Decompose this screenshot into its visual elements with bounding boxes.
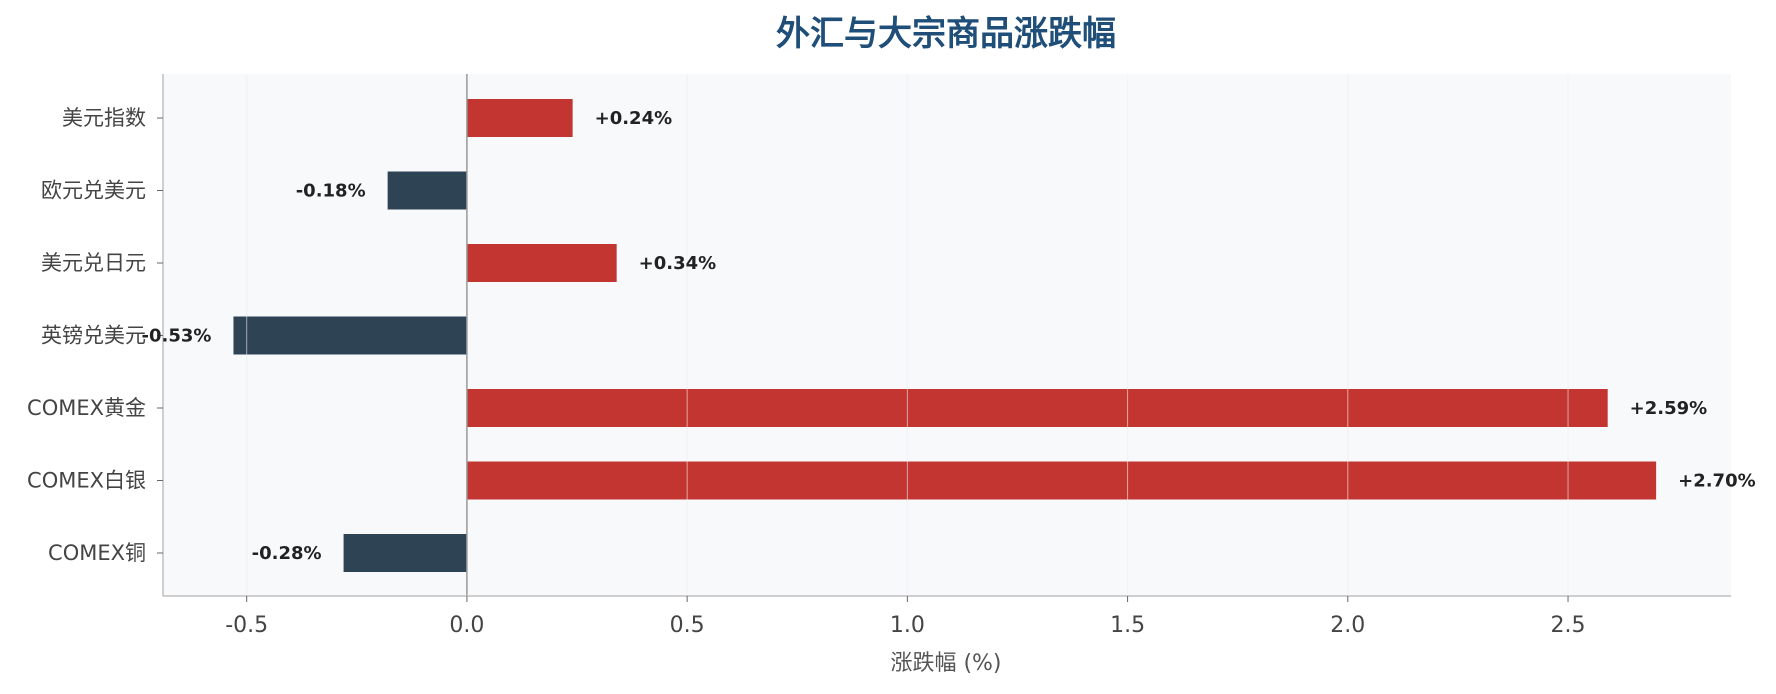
data-label: -0.53% <box>142 326 212 347</box>
y-tick-label: 美元兑日元 <box>41 251 146 275</box>
x-tick-label: 0.5 <box>670 613 705 638</box>
bar-7[interactable] <box>343 534 467 572</box>
y-tick-label: COMEX铜 <box>48 541 146 565</box>
data-label: +0.34% <box>639 253 717 274</box>
x-tick-label: 2.0 <box>1330 613 1365 638</box>
y-tick-label: 欧元兑美元 <box>41 179 146 203</box>
plot-area: -0.5 0.0 0.5 1.0 1.5 2.0 2.5 美元指数欧元兑美元美元兑日元英镑兑美… <box>27 74 1756 638</box>
data-label: +2.59% <box>1630 398 1708 419</box>
y-tick-label: COMEX黄金 <box>27 396 146 420</box>
data-label: +2.70% <box>1678 471 1756 492</box>
bar-2[interactable] <box>387 171 467 210</box>
x-tick-label: 1.5 <box>1110 613 1145 638</box>
bar-1[interactable] <box>466 99 573 137</box>
y-tick-label: COMEX白银 <box>27 469 146 493</box>
data-label: -0.28% <box>252 543 322 564</box>
chart-title: 外汇与大宗商品涨跌幅 <box>776 14 1116 54</box>
y-tick-label: 英镑兑美元 <box>41 324 146 348</box>
x-tick-label: 0.0 <box>449 613 484 638</box>
bar-6[interactable] <box>466 461 1657 500</box>
data-label: +0.24% <box>595 108 673 129</box>
y-tick-label: 美元指数 <box>62 106 146 130</box>
x-axis-title: 涨跌幅 (%) <box>890 651 1001 676</box>
data-label: -0.18% <box>296 181 366 202</box>
x-tick-label: 1.0 <box>890 613 925 638</box>
x-tick-label: 2.5 <box>1551 613 1586 638</box>
bar-3[interactable] <box>466 244 617 282</box>
bar-4[interactable] <box>233 316 467 355</box>
bar-5[interactable] <box>466 389 1608 427</box>
x-tick-label: -0.5 <box>225 613 268 638</box>
